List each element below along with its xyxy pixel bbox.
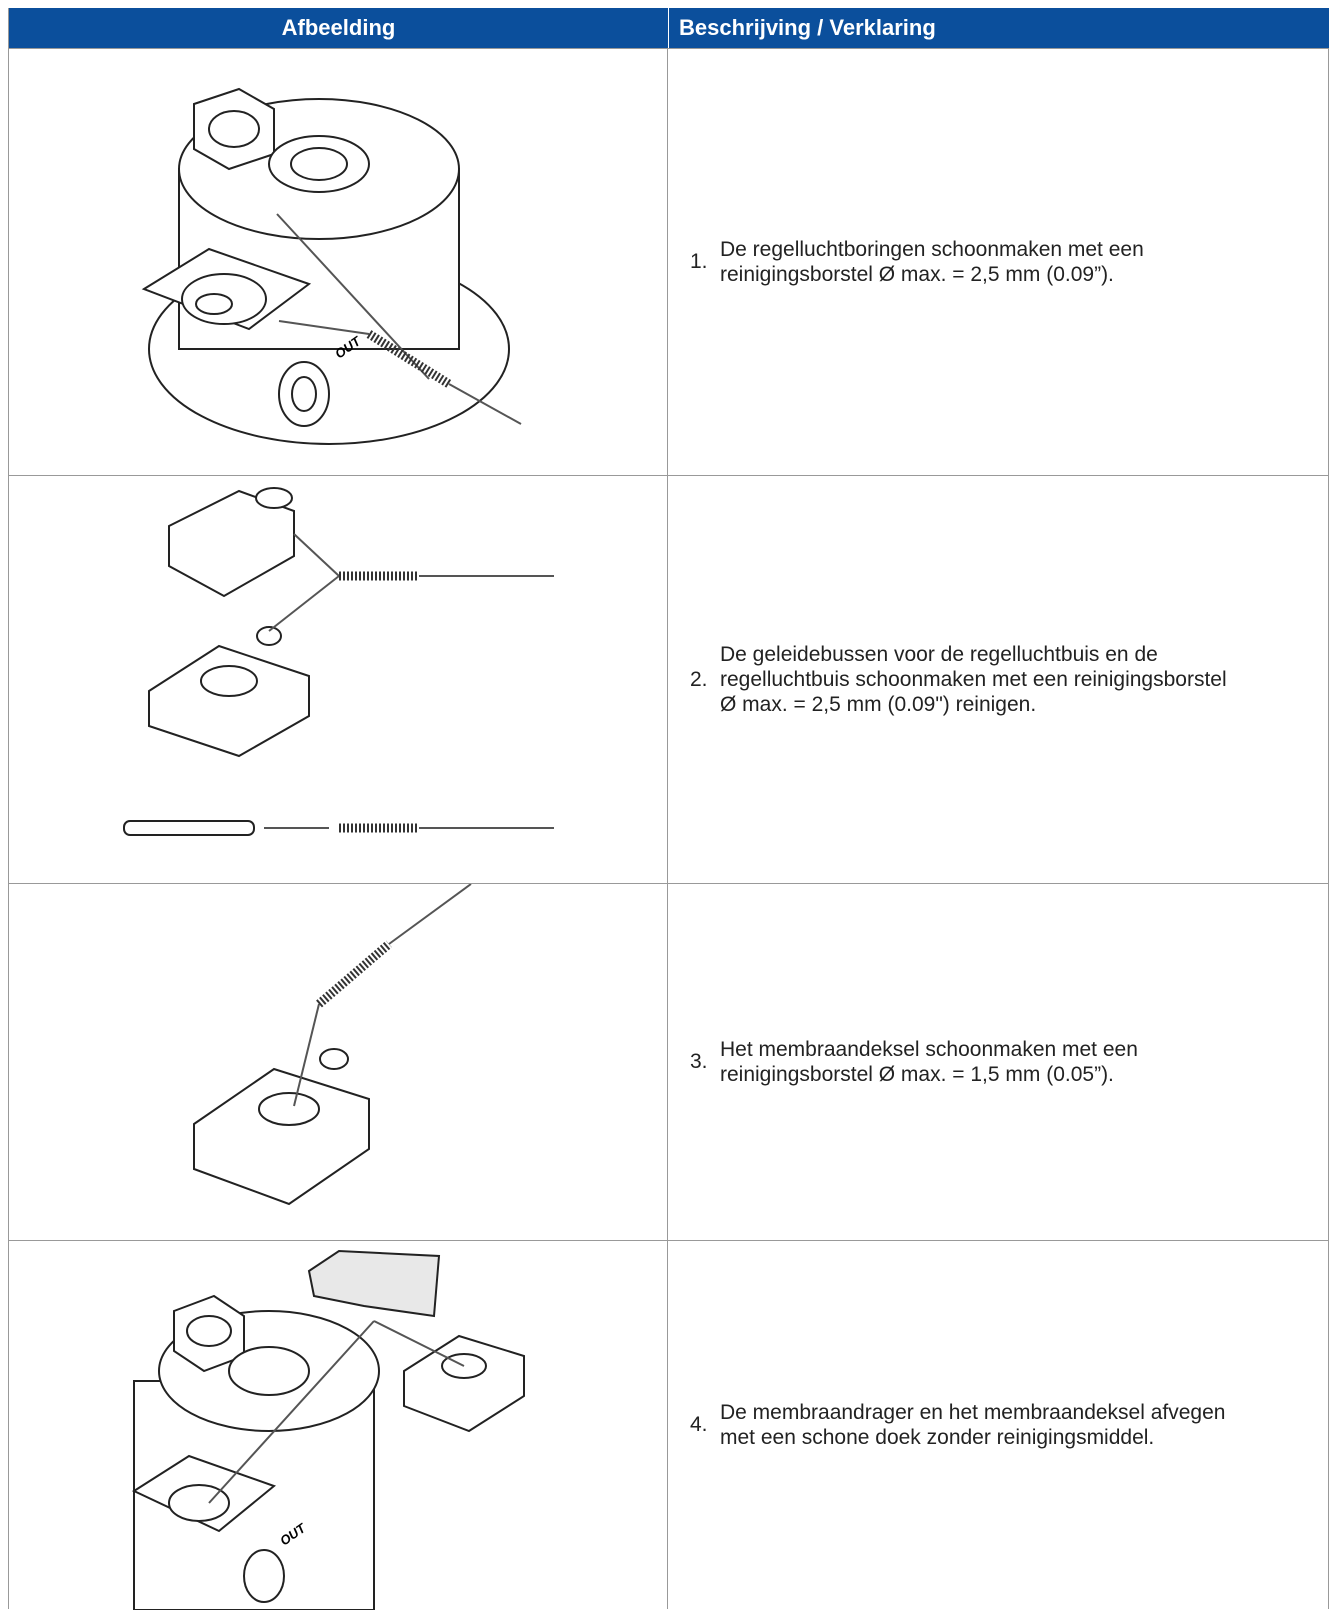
illustration: OUT bbox=[131, 1249, 525, 1610]
text-cell: 2. De geleidebussen voor de regelluchtbu… bbox=[668, 475, 1329, 883]
header-text: Afbeelding bbox=[281, 15, 396, 40]
table: Afbeelding Beschrijving / Verklaring OUT… bbox=[8, 8, 1329, 1610]
text-line: Het membraandeksel schoonmaken met een bbox=[720, 1038, 1138, 1061]
text-line: De geleidebussen voor de regelluchtbuis … bbox=[720, 643, 1158, 666]
image-cell: OUT bbox=[9, 48, 668, 475]
text-cell: 1. De regelluchtboringen schoonmaken met… bbox=[668, 48, 1329, 475]
item-text: Het membraandeksel schoonmaken met een r… bbox=[720, 1037, 1138, 1087]
illustration: OUT bbox=[141, 87, 522, 445]
item-number: 2. bbox=[690, 667, 708, 691]
item-text: De geleidebussen voor de regelluchtbuis … bbox=[720, 642, 1227, 717]
item-text: De membraandrager en het membraandeksel … bbox=[720, 1400, 1225, 1450]
image-cell bbox=[9, 883, 668, 1240]
text-cell: 4. De membraandrager en het membraandeks… bbox=[668, 1240, 1329, 1609]
text-line: Ø max. = 2,5 mm (0.09") reinigen. bbox=[720, 693, 1037, 716]
text-line: regelluchtbuis schoonmaken met een reini… bbox=[720, 668, 1227, 691]
header-text: Beschrijving / Verklaring bbox=[679, 15, 936, 40]
text-line: met een schone doek zonder reinigingsmid… bbox=[720, 1426, 1155, 1449]
image-cell: OUT bbox=[9, 1240, 668, 1610]
header-cell: Beschrijving / Verklaring bbox=[668, 8, 1329, 48]
text-cell: 3. Het membraandeksel schoonmaken met ee… bbox=[668, 883, 1329, 1240]
illustration bbox=[123, 487, 554, 836]
image-cell bbox=[9, 475, 668, 883]
illustration bbox=[193, 884, 472, 1206]
item-number: 1. bbox=[690, 250, 708, 273]
item-text: De regelluchtboringen schoonmaken met ee… bbox=[720, 237, 1144, 287]
text-line: De regelluchtboringen schoonmaken met ee… bbox=[720, 238, 1144, 261]
item-number: 4. bbox=[690, 1413, 708, 1436]
text-line: reinigingsborstel Ø max. = 1,5 mm (0.05”… bbox=[720, 1063, 1114, 1086]
text-line: De membraandrager en het membraandeksel … bbox=[720, 1401, 1226, 1424]
text-line: reinigingsborstel Ø max. = 2,5 mm (0.09”… bbox=[720, 263, 1114, 286]
header-cell: Afbeelding bbox=[9, 8, 668, 48]
item-number: 3. bbox=[690, 1050, 708, 1073]
